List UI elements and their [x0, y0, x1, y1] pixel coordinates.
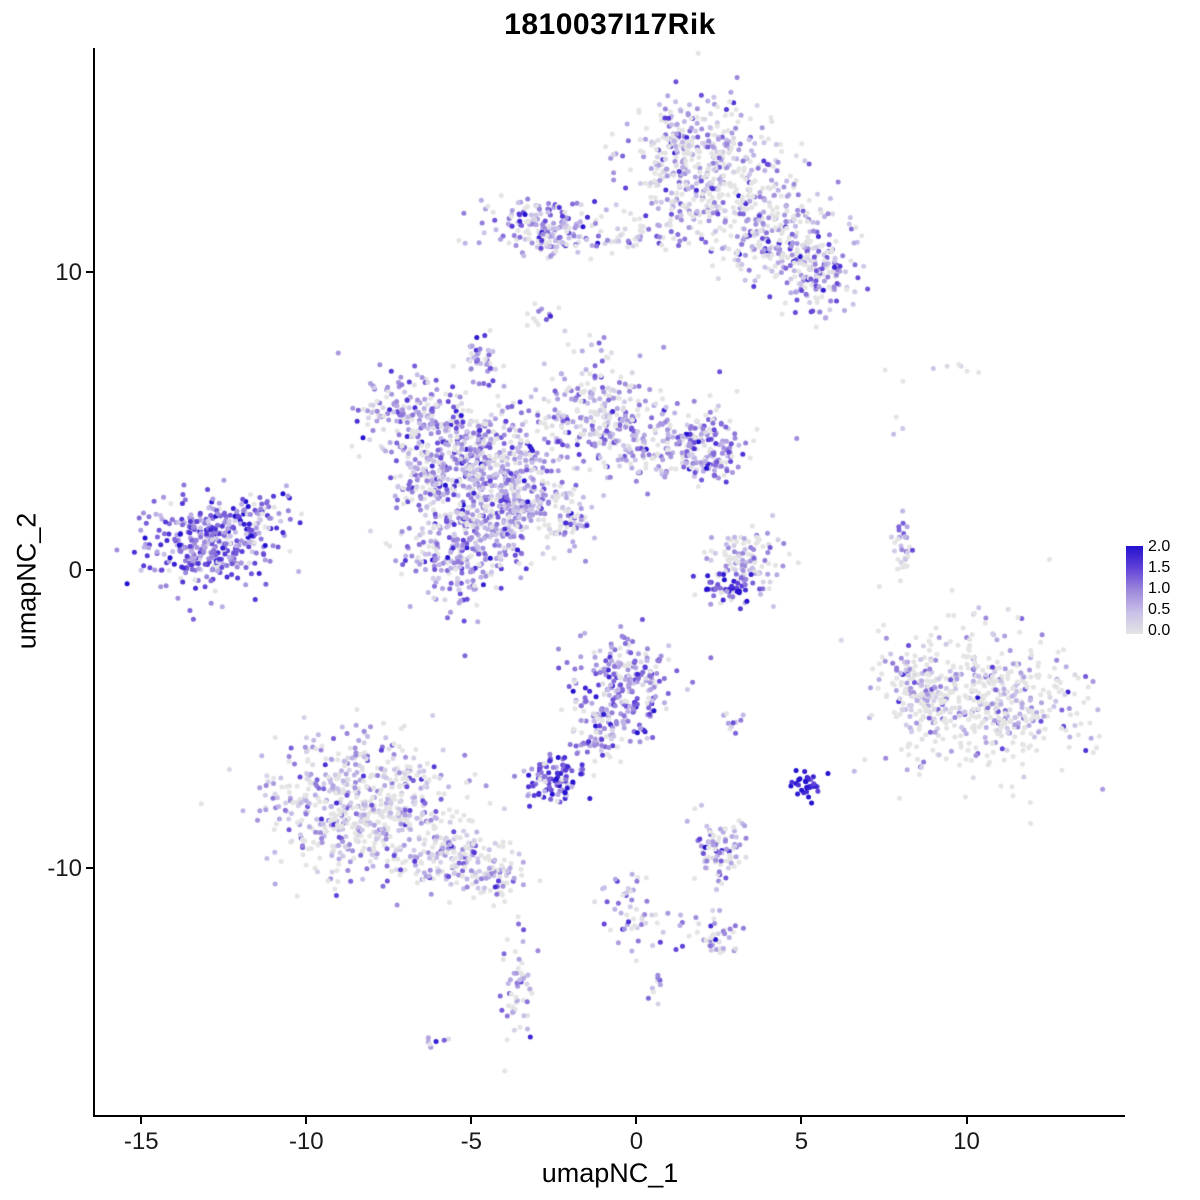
legend-tick-label: 0.5 [1148, 601, 1171, 618]
legend-gradient-bar [1126, 546, 1143, 634]
y-tick-mark [86, 866, 93, 869]
y-tick-mark [86, 270, 93, 273]
x-tick-label: 0 [629, 1128, 644, 1155]
y-tick-label: -10 [47, 854, 82, 882]
x-tick-mark [305, 1117, 308, 1124]
legend-tick-label: 0.0 [1148, 622, 1171, 639]
x-tick-label: -5 [460, 1128, 483, 1155]
chart-title: 1810037I17Rik [504, 8, 716, 41]
y-tick-mark [86, 568, 93, 571]
x-tick-label: -15 [123, 1128, 159, 1155]
x-axis-title: umapNC_1 [541, 1158, 679, 1188]
x-tick-mark [635, 1117, 638, 1124]
y-tick-label: 10 [55, 258, 82, 286]
legend-tick-label: 1.5 [1148, 559, 1171, 576]
x-tick-label: 5 [794, 1128, 809, 1155]
points-canvas [95, 48, 1125, 1115]
legend-tick-label: 2.0 [1148, 538, 1171, 555]
x-tick-mark [470, 1117, 473, 1124]
x-tick-mark [800, 1117, 803, 1124]
x-tick-label: 10 [953, 1128, 980, 1155]
y-tick-label: 0 [68, 556, 82, 584]
legend-tick-label: 1.0 [1148, 580, 1171, 597]
x-axis-line [93, 1115, 1125, 1117]
x-tick-mark [140, 1117, 143, 1124]
y-axis-title: umapNC_2 [11, 512, 42, 650]
y-axis-line [93, 48, 95, 1117]
x-tick-label: -10 [288, 1128, 324, 1155]
x-tick-mark [965, 1117, 968, 1124]
